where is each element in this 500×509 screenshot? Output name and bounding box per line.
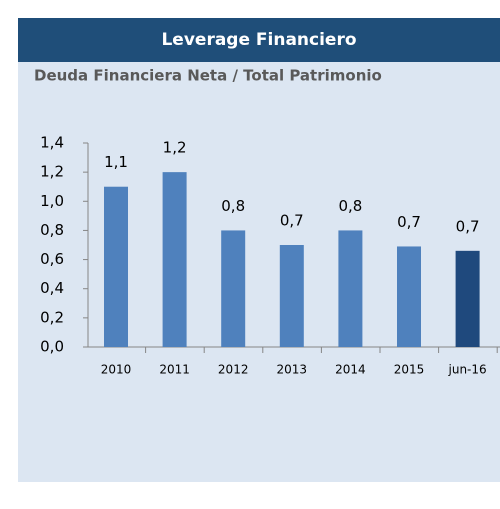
x-tick-label: 2012 [218,363,249,377]
value-label: 1,1 [104,153,128,171]
bar [104,186,128,347]
bar [397,246,421,347]
y-tick-label: 0,6 [40,250,64,268]
y-tick-label: 1,4 [40,134,64,152]
value-label: 0,8 [338,197,362,215]
value-label: 0,8 [221,197,245,215]
value-label: 1,2 [163,139,187,157]
y-tick-label: 0,0 [40,338,64,356]
x-tick-label: 2013 [277,363,308,377]
y-tick-label: 0,8 [40,221,64,239]
y-tick-label: 0,2 [40,308,64,326]
bar [455,250,480,347]
bar [162,172,187,347]
value-label: 0,7 [397,213,421,231]
bar [221,230,246,347]
y-tick-label: 1,0 [40,192,64,210]
title-bar [18,18,500,62]
value-label: 0,7 [280,212,304,230]
x-tick-label: jun-16 [448,363,487,377]
value-label: 0,7 [456,217,480,235]
chart-subtitle: Deuda Financiera Neta / Total Patrimonio [34,67,382,85]
bar [279,245,304,347]
chart-title: Leverage Financiero [161,30,356,50]
y-tick-label: 0,4 [40,279,64,297]
x-tick-label: 2015 [394,363,425,377]
chart-background [18,18,500,482]
x-tick-label: 2010 [101,363,132,377]
x-tick-label: 2011 [159,363,190,377]
y-tick-label: 1,2 [40,163,64,181]
bar [338,230,363,347]
x-tick-label: 2014 [335,363,366,377]
